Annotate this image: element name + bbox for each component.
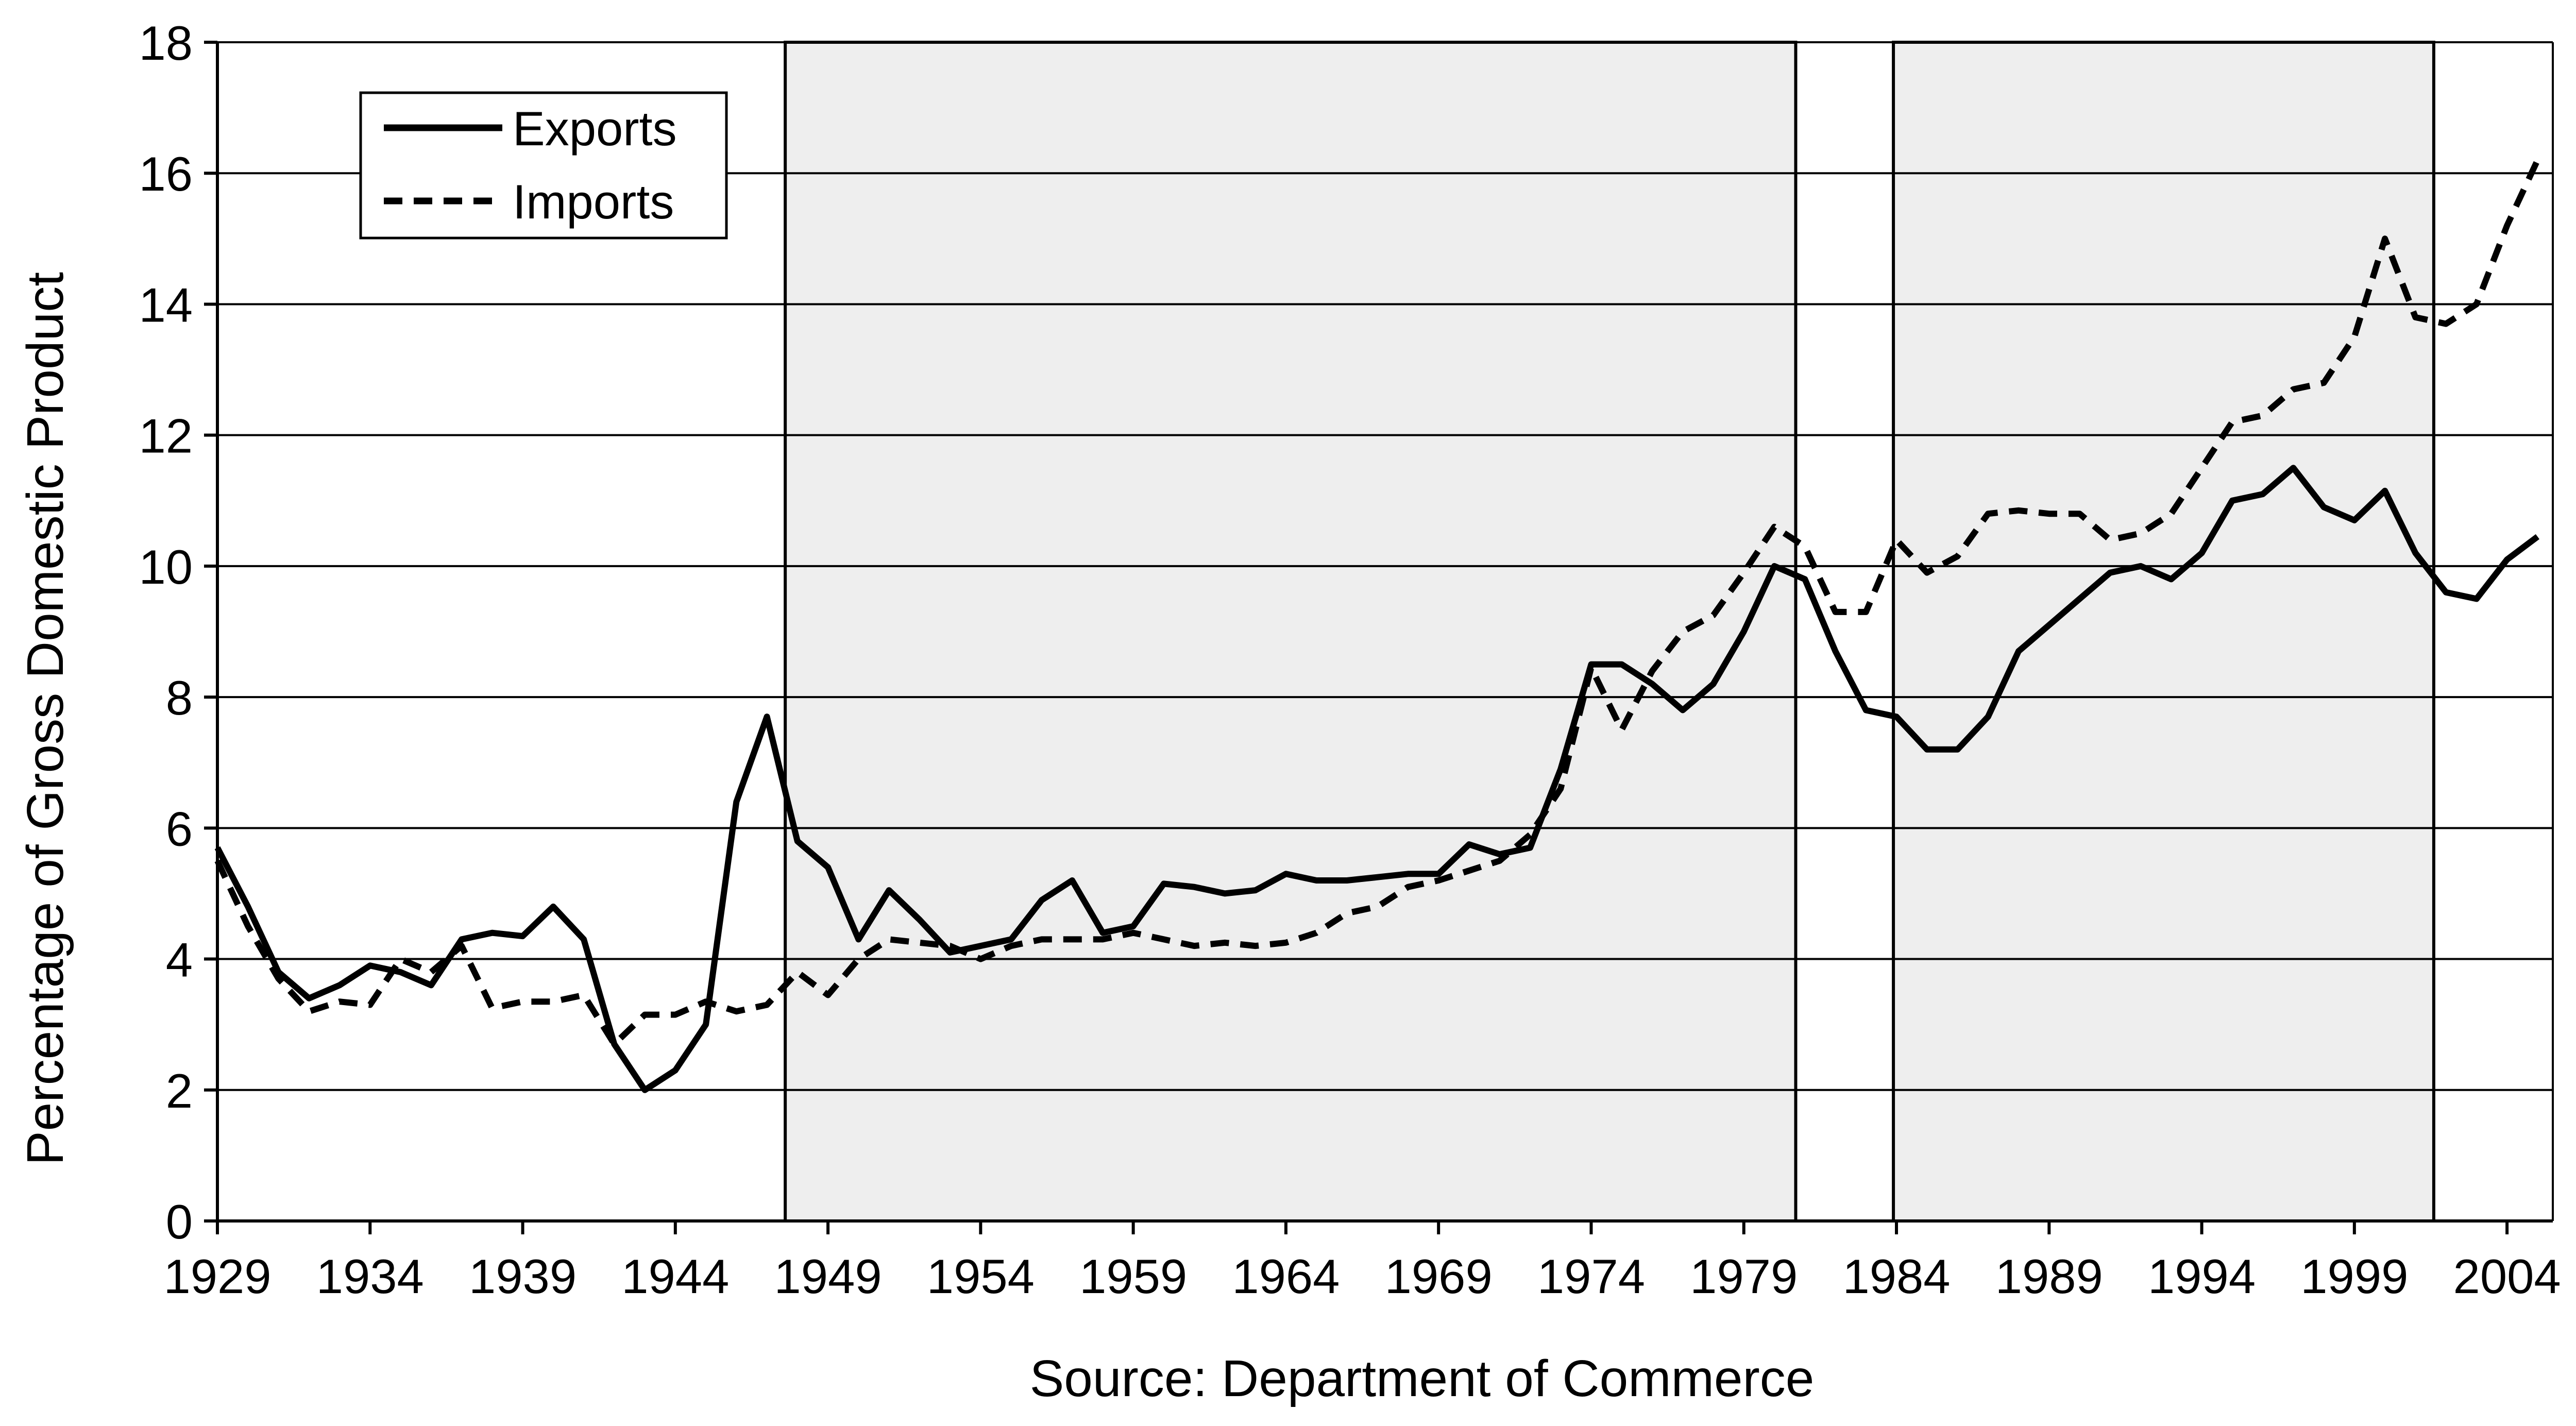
y-tick-label-16: 16 <box>139 147 193 201</box>
x-tick-label-1979: 1979 <box>1690 1249 1798 1303</box>
y-tick-label-0: 0 <box>166 1195 193 1249</box>
y-tick-label-14: 14 <box>139 278 193 332</box>
x-tick-label-1994: 1994 <box>2148 1249 2256 1303</box>
x-tick-label-1954: 1954 <box>927 1249 1035 1303</box>
y-tick-label-6: 6 <box>166 802 193 856</box>
x-tick-label-1999: 1999 <box>2300 1249 2408 1303</box>
series-lines <box>214 159 2540 1093</box>
legend-label-imports: Imports <box>513 175 674 229</box>
shaded-period-2 <box>1892 41 2435 1223</box>
x-tick-label-1949: 1949 <box>774 1249 882 1303</box>
x-tick-label-1974: 1974 <box>1537 1249 1645 1303</box>
shaded-period-1 <box>784 41 1798 1223</box>
y-tick-label-4: 4 <box>166 933 193 987</box>
x-tick-label-1934: 1934 <box>316 1249 424 1303</box>
x-tick-label-1969: 1969 <box>1385 1249 1493 1303</box>
legend-box <box>359 91 728 240</box>
x-tick-label-1944: 1944 <box>621 1249 729 1303</box>
y-tick-label-8: 8 <box>166 671 193 725</box>
plot-frame <box>216 41 2554 1223</box>
series-line-exports <box>214 465 2540 1093</box>
y-axis-label: Percentage of Gross Domestic Product <box>16 272 74 1165</box>
y-tick-label-2: 2 <box>166 1064 193 1118</box>
series-line-imports <box>214 159 2540 1047</box>
legend-label-exports: Exports <box>513 101 677 156</box>
x-tick-label-1929: 1929 <box>163 1249 271 1303</box>
y-tick-label-10: 10 <box>139 540 193 594</box>
x-tick-label-1939: 1939 <box>469 1249 577 1303</box>
x-tick-label-2004: 2004 <box>2453 1249 2561 1303</box>
y-tick-label-12: 12 <box>139 409 193 463</box>
shaded-periods <box>784 41 2435 1223</box>
x-tick-label-1989: 1989 <box>1995 1249 2103 1303</box>
x-tick-label-1964: 1964 <box>1232 1249 1340 1303</box>
x-tick-label-1959: 1959 <box>1079 1249 1187 1303</box>
x-axis-label: Source: Department of Commerce <box>1030 1350 1815 1407</box>
legend: Exports Imports <box>359 91 728 240</box>
axis-ticks: 0 2 4 6 8 10 12 14 16 18 1929 1934 1939 1944 1949 1954 1… <box>139 16 2561 1303</box>
y-tick-label-18: 18 <box>139 16 193 70</box>
x-tick-label-1984: 1984 <box>1842 1249 1950 1303</box>
